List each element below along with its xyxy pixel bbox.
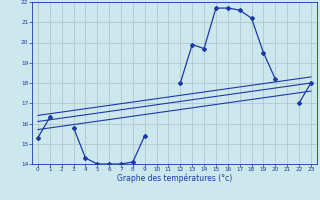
X-axis label: Graphe des températures (°c): Graphe des températures (°c): [117, 174, 232, 183]
